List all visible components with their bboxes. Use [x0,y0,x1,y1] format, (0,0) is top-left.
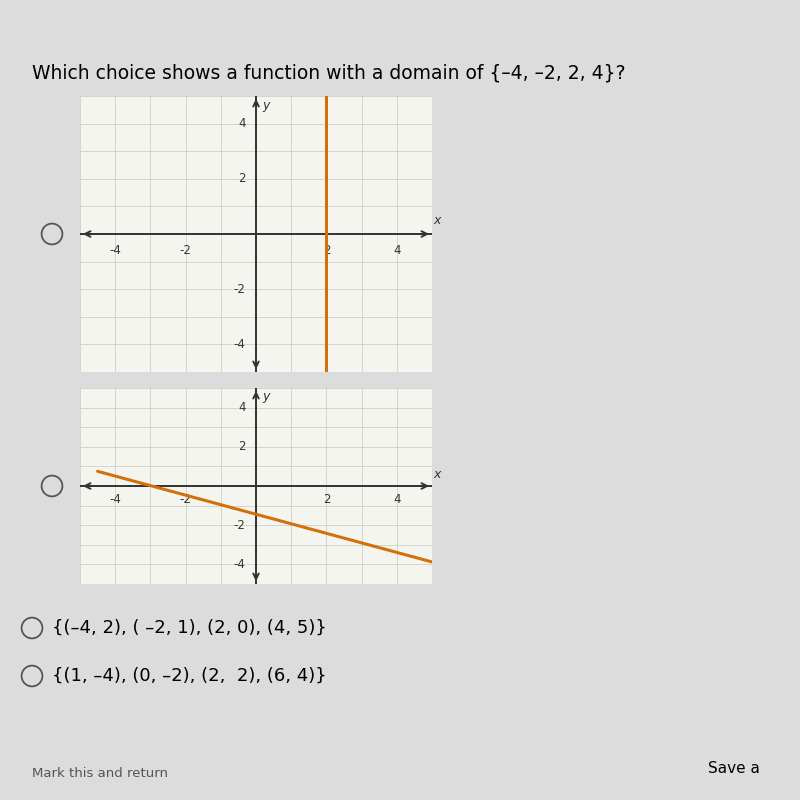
Text: 4: 4 [238,401,246,414]
Text: 2: 2 [322,493,330,506]
Text: Save a: Save a [708,761,760,776]
Text: -4: -4 [234,558,246,571]
Text: -2: -2 [180,244,191,257]
Text: -4: -4 [110,244,121,257]
Text: x: x [434,468,441,481]
Text: 2: 2 [238,172,246,186]
Text: -4: -4 [110,493,121,506]
Text: 4: 4 [238,117,246,130]
Text: 2: 2 [238,440,246,454]
Text: x: x [434,214,441,227]
Text: y: y [262,98,270,112]
Text: -4: -4 [234,338,246,351]
Text: -2: -2 [234,282,246,296]
Text: 4: 4 [393,493,401,506]
Text: 2: 2 [322,244,330,257]
Text: {(1, –4), (0, –2), (2,  2), (6, 4)}: {(1, –4), (0, –2), (2, 2), (6, 4)} [52,667,326,685]
Text: -2: -2 [180,493,191,506]
Text: {(–4, 2), ( –2, 1), (2, 0), (4, 5)}: {(–4, 2), ( –2, 1), (2, 0), (4, 5)} [52,619,326,637]
Text: y: y [262,390,270,403]
Text: Mark this and return: Mark this and return [32,767,168,780]
Text: -2: -2 [234,518,246,532]
Text: 4: 4 [393,244,401,257]
Text: Which choice shows a function with a domain of {–4, –2, 2, 4}?: Which choice shows a function with a dom… [32,64,626,83]
